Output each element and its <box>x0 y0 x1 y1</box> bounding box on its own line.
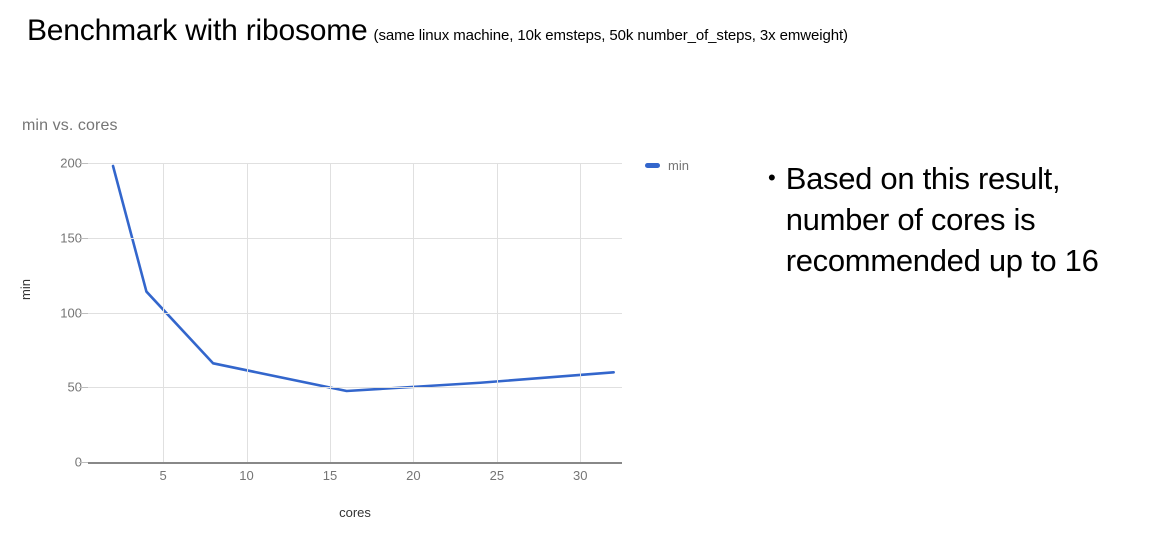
y-tick-label: 0 <box>75 455 82 470</box>
gridline-vertical <box>163 163 165 462</box>
bullet-text: Based on this result, number of cores is… <box>785 161 1099 278</box>
slide-title-subtitle: (same linux machine, 10k emsteps, 50k nu… <box>373 27 848 44</box>
legend-label-min: min <box>668 158 689 173</box>
gridline-vertical <box>496 163 498 462</box>
y-tick-mark <box>79 387 88 389</box>
y-tick-mark <box>79 462 88 463</box>
x-tick-label: 15 <box>322 468 338 483</box>
gridline-vertical <box>580 163 582 462</box>
y-tick-label: 50 <box>67 379 82 395</box>
slide-title: Benchmark with ribosome (same linux machi… <box>27 14 848 48</box>
y-tick-mark <box>79 163 88 164</box>
chart-title: min vs. cores <box>22 117 118 134</box>
x-tick-label: 20 <box>406 468 421 483</box>
chart-legend[interactable]: min <box>645 158 689 173</box>
line-chart: min vs. cores 0 50 100 150 200 min 5 10 15 20 25… <box>0 105 740 535</box>
legend-swatch-min-icon <box>645 163 660 168</box>
gridline-vertical <box>246 163 248 462</box>
gridline-horizontal <box>88 237 622 239</box>
y-tick-mark <box>79 312 88 314</box>
slide-title-main: Benchmark with ribosome <box>27 14 368 47</box>
gridline-horizontal <box>88 163 622 164</box>
bullet-marker-icon: • <box>768 165 776 190</box>
x-tick-label: 25 <box>489 468 505 483</box>
gridline-horizontal <box>88 312 622 314</box>
x-tick-label: 5 <box>159 468 167 483</box>
x-axis-baseline <box>88 462 622 464</box>
y-axis-title: min <box>18 279 33 300</box>
x-tick-label: 30 <box>573 468 588 483</box>
gridline-vertical <box>329 163 331 462</box>
x-tick-label: 10 <box>239 468 254 483</box>
gridline-horizontal <box>88 387 622 389</box>
list-item: • Based on this result, number of cores … <box>768 158 1140 281</box>
x-axis-title: cores <box>339 505 371 520</box>
bullet-list: • Based on this result, number of cores … <box>768 158 1140 281</box>
y-tick-label: 150 <box>60 230 82 246</box>
y-tick-label: 100 <box>60 305 82 320</box>
x-axis-tick-labels: 5 10 15 20 25 30 <box>88 462 622 492</box>
y-tick-label: 200 <box>60 155 82 171</box>
gridline-vertical <box>413 163 415 462</box>
plot-area <box>88 163 622 464</box>
series-min-line <box>111 164 615 393</box>
y-tick-mark <box>79 237 88 239</box>
y-axis-tick-labels: 0 50 100 150 200 <box>40 156 82 470</box>
